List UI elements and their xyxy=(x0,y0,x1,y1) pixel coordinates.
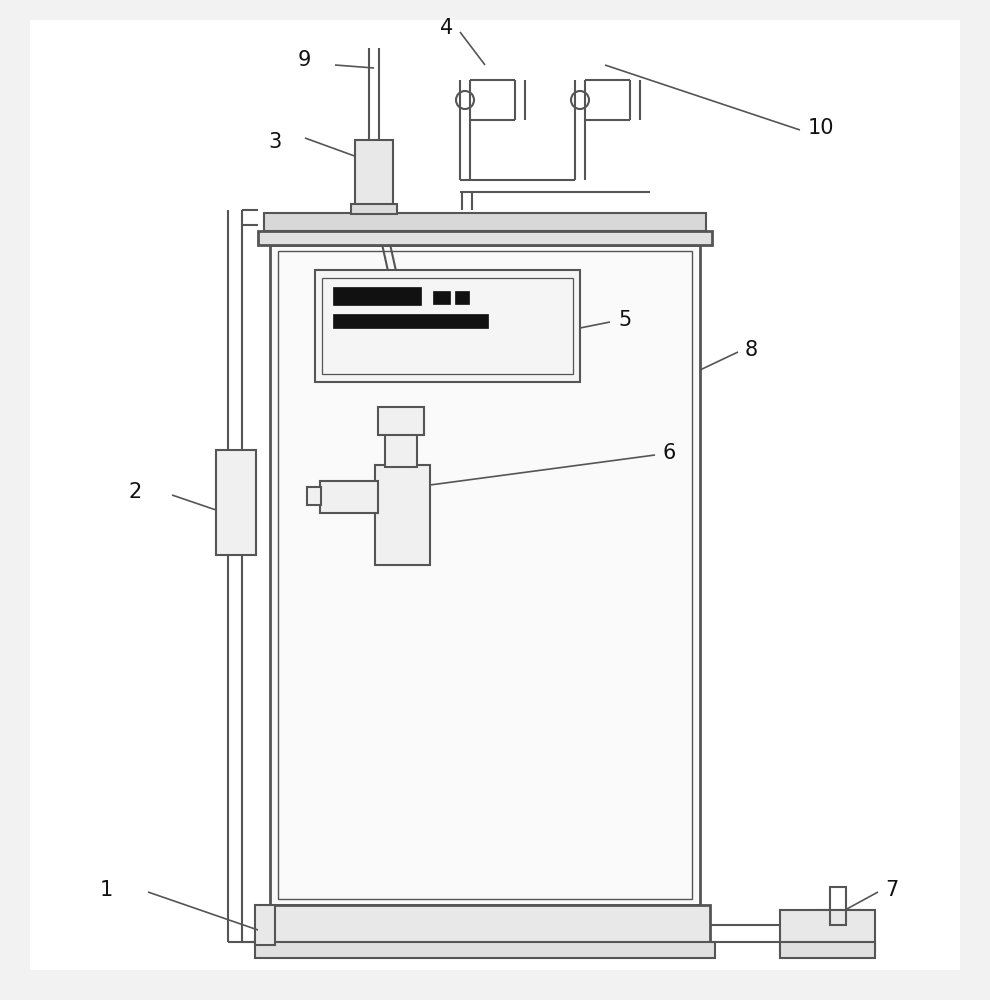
Bar xyxy=(260,905,710,945)
Bar xyxy=(351,204,397,214)
Bar xyxy=(264,213,706,231)
Bar xyxy=(385,432,417,467)
Bar xyxy=(455,291,469,304)
Bar xyxy=(255,942,715,958)
Bar xyxy=(258,231,712,245)
Bar xyxy=(780,910,875,950)
Text: 1: 1 xyxy=(100,880,113,900)
Text: 2: 2 xyxy=(128,482,142,502)
Bar xyxy=(780,942,875,958)
Bar xyxy=(433,291,450,304)
Bar xyxy=(375,465,430,565)
Bar xyxy=(333,314,488,328)
Bar xyxy=(355,140,393,208)
Text: 4: 4 xyxy=(440,18,453,38)
Text: 10: 10 xyxy=(808,118,835,138)
Bar xyxy=(322,278,573,374)
Bar xyxy=(307,487,321,505)
Bar xyxy=(255,905,275,945)
Text: 5: 5 xyxy=(618,310,632,330)
Bar xyxy=(378,407,424,435)
Bar xyxy=(216,450,256,555)
Text: 3: 3 xyxy=(268,132,281,152)
Text: 9: 9 xyxy=(298,50,312,70)
Text: 7: 7 xyxy=(885,880,898,900)
Bar xyxy=(270,245,700,905)
Bar xyxy=(315,270,580,382)
Bar xyxy=(320,481,378,513)
Bar xyxy=(830,887,846,925)
Bar xyxy=(333,287,421,305)
Text: 6: 6 xyxy=(663,443,676,463)
Text: 8: 8 xyxy=(745,340,758,360)
Bar xyxy=(278,251,692,899)
